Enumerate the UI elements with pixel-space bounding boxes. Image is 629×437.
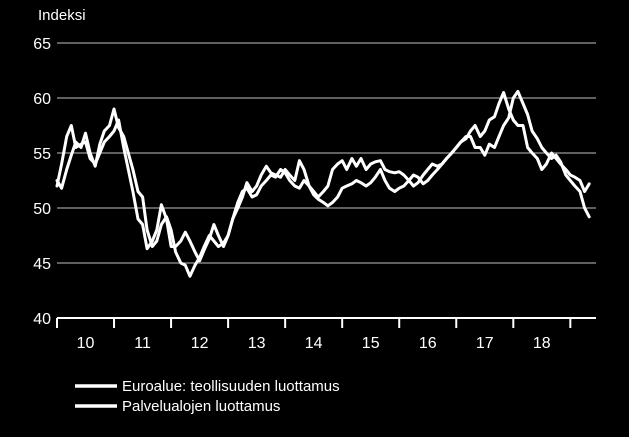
legend-label-2: Palvelualojen luottamus bbox=[122, 398, 280, 415]
x-tick-label-17: 17 bbox=[476, 335, 494, 352]
y-tick-label-65: 65 bbox=[33, 36, 51, 53]
y-tick-label-50: 50 bbox=[33, 201, 51, 218]
series-line-1 bbox=[55, 89, 591, 278]
legend: Euroalue: teollisuuden luottamus Palvelu… bbox=[75, 378, 340, 415]
series-line-2 bbox=[55, 91, 591, 263]
x-tick-label-14: 14 bbox=[305, 335, 323, 352]
x-tick-label-11: 11 bbox=[134, 335, 151, 352]
x-tick-label-12: 12 bbox=[191, 335, 209, 352]
x-tick-label-16: 16 bbox=[419, 335, 437, 352]
y-tick-label-40: 40 bbox=[33, 311, 51, 328]
legend-label-1: Euroalue: teollisuuden luottamus bbox=[122, 378, 340, 395]
x-tick-label-13: 13 bbox=[248, 335, 266, 352]
x-tick-label-15: 15 bbox=[362, 335, 380, 352]
y-tick-labels: 40 45 50 55 60 65 bbox=[33, 36, 51, 328]
y-axis-title: Indeksi bbox=[38, 7, 86, 24]
x-tick-label-10: 10 bbox=[77, 335, 95, 352]
y-tick-label-45: 45 bbox=[33, 256, 51, 273]
y-tick-label-60: 60 bbox=[33, 91, 51, 108]
x-tick-label-18: 18 bbox=[533, 335, 551, 352]
series-lines bbox=[55, 89, 591, 278]
y-tick-label-55: 55 bbox=[33, 146, 51, 163]
x-axis: 10 11 12 13 14 15 16 17 18 bbox=[56, 317, 596, 352]
